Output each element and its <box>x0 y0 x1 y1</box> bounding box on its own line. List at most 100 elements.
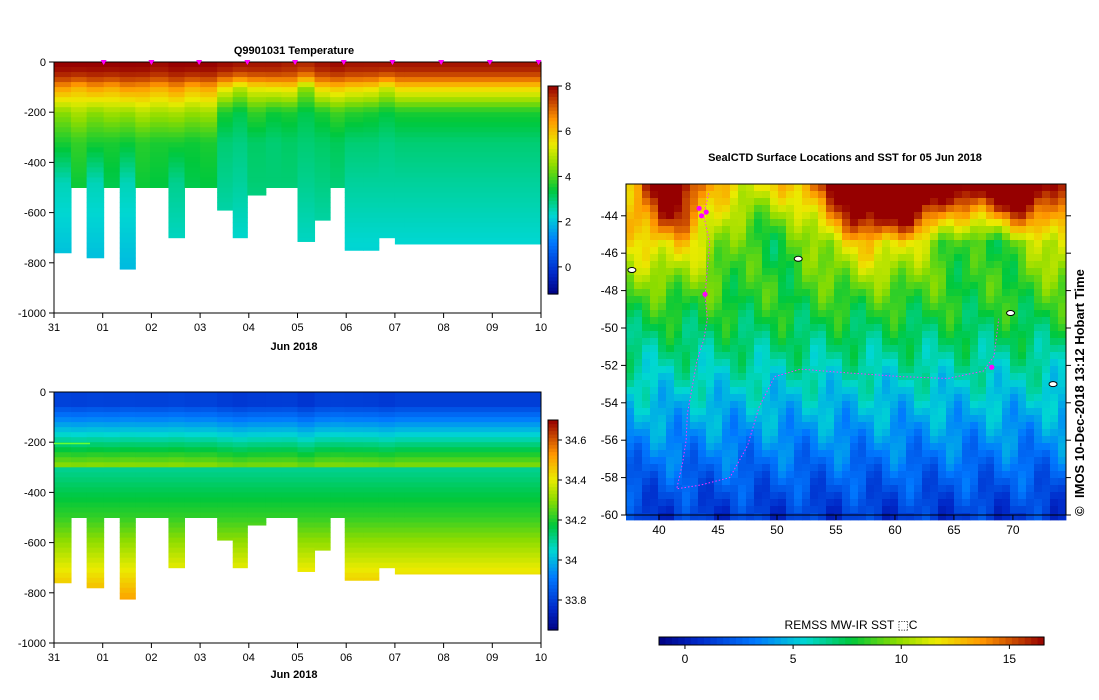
sst-cell <box>650 310 659 318</box>
section-cell <box>297 147 316 153</box>
sst-cell <box>738 457 747 465</box>
section-cell <box>103 482 121 488</box>
section-cell <box>184 182 201 188</box>
section-cell <box>168 442 186 448</box>
sst-cell <box>922 261 931 269</box>
section-cell <box>297 107 316 113</box>
sst-cell <box>794 184 803 192</box>
sst-cell <box>898 443 907 451</box>
section-cell <box>330 82 346 88</box>
sst-cell <box>1034 513 1043 521</box>
sst-cell <box>914 184 923 192</box>
section-cell <box>404 197 542 204</box>
sst-cell <box>890 380 899 388</box>
colorbar-swatch <box>548 290 558 295</box>
sst-cell <box>1010 352 1019 360</box>
section-cell <box>404 107 542 113</box>
sst-cell <box>946 261 955 269</box>
sst-cell <box>890 226 899 234</box>
sst-cell <box>1050 261 1059 269</box>
sst-cell <box>986 394 995 402</box>
sst-cell <box>978 296 987 304</box>
sst-cell <box>962 499 971 507</box>
section-cell <box>168 142 186 148</box>
sst-cell <box>874 492 883 500</box>
section-cell <box>103 162 121 168</box>
section-cell <box>200 422 218 428</box>
sst-cell <box>706 422 715 430</box>
sst-cell <box>906 359 915 367</box>
section-cell <box>103 152 121 158</box>
section-cell <box>232 167 248 173</box>
sst-cell <box>1010 408 1019 416</box>
section-cell <box>247 172 267 178</box>
section-cell <box>232 407 248 413</box>
colorbar-swatch <box>548 542 558 547</box>
sst-cell <box>1034 436 1043 444</box>
sst-cell <box>922 268 931 276</box>
sst-cell <box>1034 352 1043 360</box>
section-cell <box>265 97 282 103</box>
sst-cell <box>770 499 779 507</box>
section-cell <box>200 487 218 493</box>
x-tick-label: 55 <box>829 523 843 537</box>
section-cell <box>119 82 136 88</box>
sst-cell <box>746 345 755 353</box>
section-cell <box>71 102 88 108</box>
sst-cell <box>986 331 995 339</box>
x-tick-label: 40 <box>652 523 666 537</box>
sst-cell <box>722 352 731 360</box>
section-cell <box>232 227 248 234</box>
sst-cell <box>786 352 795 360</box>
sst-cell <box>866 226 875 234</box>
sst-cell <box>986 450 995 458</box>
sst-cell <box>738 324 747 332</box>
sst-cell <box>914 303 923 311</box>
sst-cell <box>762 338 771 346</box>
sst-cell <box>842 485 851 493</box>
sst-cell <box>954 415 963 423</box>
section-cell <box>297 547 316 554</box>
section-cell <box>363 417 380 423</box>
sst-cell <box>994 247 1003 255</box>
sst-cell <box>1026 198 1035 206</box>
sst-cell <box>690 478 699 486</box>
sst-cell <box>698 429 707 437</box>
sst-cell <box>698 352 707 360</box>
sst-cell <box>906 380 915 388</box>
sst-cell <box>882 303 891 311</box>
sst-cell <box>794 338 803 346</box>
sst-cell <box>898 254 907 262</box>
sst-cell <box>858 303 867 311</box>
sst-cell <box>1026 191 1035 199</box>
section-cell <box>330 412 346 418</box>
sst-cell <box>642 240 651 248</box>
section-cell <box>404 522 542 529</box>
sst-cell <box>666 457 675 465</box>
sst-cell <box>890 429 899 437</box>
sst-cell <box>730 401 739 409</box>
section-cell <box>265 112 282 118</box>
sst-cell <box>722 268 731 276</box>
sst-cell <box>986 499 995 507</box>
sst-cell <box>778 485 787 493</box>
sst-cell <box>962 331 971 339</box>
section-cell <box>297 552 316 559</box>
section-cell <box>404 182 542 188</box>
sst-cell <box>994 324 1003 332</box>
section-cell <box>135 412 151 418</box>
surfacing-marker <box>244 60 251 65</box>
section-cell <box>297 232 316 239</box>
sst-cell <box>850 191 859 199</box>
surfacing-marker <box>148 60 155 65</box>
section-cell <box>149 462 169 468</box>
section-cell <box>232 187 248 194</box>
sst-cell <box>986 401 995 409</box>
section-cell <box>119 512 136 518</box>
sst-cell <box>746 359 755 367</box>
sst-cell <box>1034 310 1043 318</box>
sst-cell <box>754 352 763 360</box>
section-cell <box>54 127 72 133</box>
sst-cell <box>858 415 867 423</box>
sst-cell <box>938 268 947 276</box>
